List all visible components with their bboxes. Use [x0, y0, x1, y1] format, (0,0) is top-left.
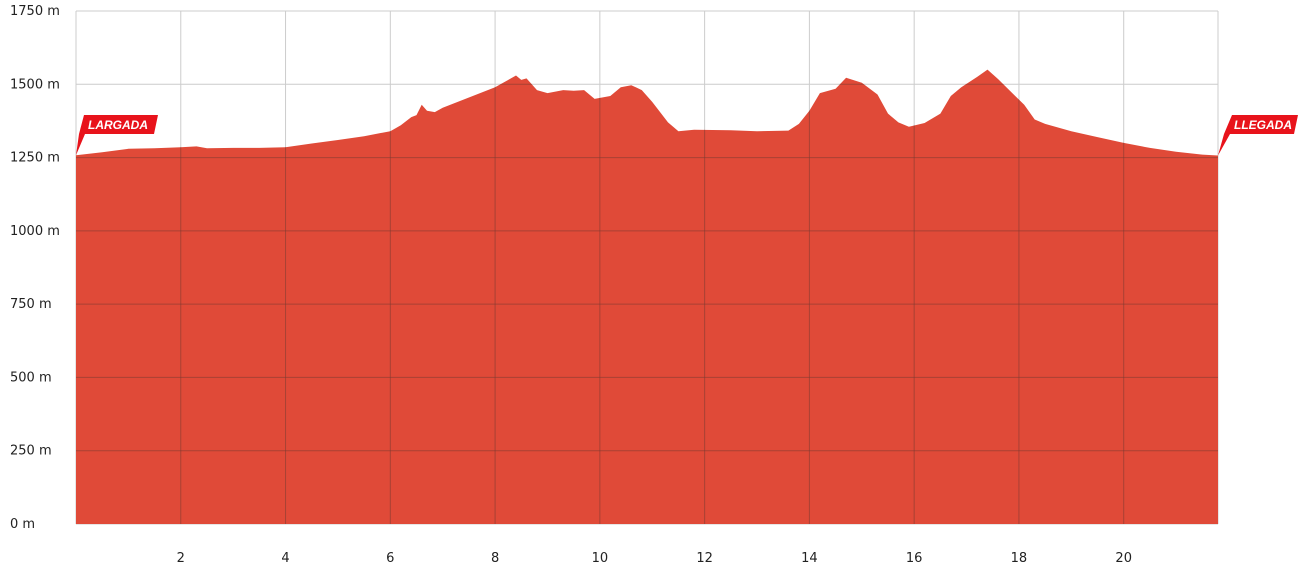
x-tick-label: 18	[1011, 551, 1028, 566]
y-tick-label: 1250 m	[10, 151, 60, 166]
start-flag-shape	[76, 115, 158, 156]
y-tick-label: 0 m	[10, 517, 35, 532]
finish-flag-label: LLEGADA	[1234, 118, 1292, 132]
y-tick-label: 750 m	[10, 297, 52, 312]
finish-flag: LLEGADA	[1218, 115, 1298, 156]
start-flag-label: LARGADA	[88, 118, 148, 132]
y-tick-label: 1000 m	[10, 224, 60, 239]
x-tick-label: 10	[592, 551, 609, 566]
y-tick-label: 1750 m	[10, 4, 60, 19]
y-tick-label: 250 m	[10, 444, 52, 459]
x-tick-label: 14	[801, 551, 818, 566]
x-tick-label: 20	[1115, 551, 1132, 566]
x-tick-label: 2	[177, 551, 185, 566]
x-tick-label: 6	[386, 551, 394, 566]
y-tick-label: 1500 m	[10, 77, 60, 92]
x-tick-label: 8	[491, 551, 499, 566]
x-tick-label: 16	[906, 551, 923, 566]
y-axis-tick-labels: 0 m 250 m 500 m 750 m 1000 m 1250 m 1500 m 1750…	[10, 4, 60, 532]
x-tick-label: 4	[281, 551, 289, 566]
x-axis-tick-labels: 2 4 6 8 10 12 14 16 18 20	[177, 551, 1132, 566]
start-flag: LARGADA	[76, 115, 158, 156]
finish-flag-shape	[1218, 115, 1298, 156]
y-tick-label: 500 m	[10, 370, 52, 385]
elevation-area	[76, 69, 1218, 524]
x-tick-label: 12	[696, 551, 713, 566]
